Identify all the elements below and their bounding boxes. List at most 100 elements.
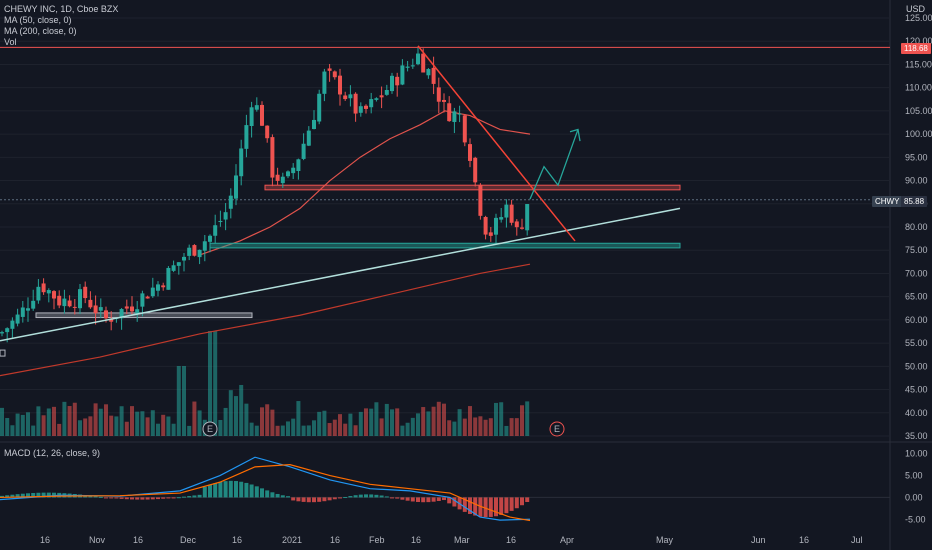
volume-bar xyxy=(525,401,530,436)
macd-histogram-bar xyxy=(473,497,478,516)
macd-histogram-bar xyxy=(364,494,368,498)
candle-body xyxy=(348,94,353,99)
candle-body xyxy=(260,104,264,126)
volume-bar xyxy=(286,421,290,436)
time-tick-label: May xyxy=(656,535,674,545)
time-tick-label: 16 xyxy=(799,535,809,545)
ma200-legend: MA (200, close, 0) xyxy=(4,26,77,36)
price-tick-label: 65.00 xyxy=(905,292,928,302)
volume-bar xyxy=(72,402,77,436)
macd-histogram-bar xyxy=(312,497,316,503)
earnings-marker xyxy=(202,421,218,437)
candle-body xyxy=(436,87,441,102)
volume-bar xyxy=(436,401,441,436)
volume-bar xyxy=(88,416,93,436)
candle-body xyxy=(379,95,384,98)
candle-body xyxy=(98,307,103,311)
macd-histogram-bar xyxy=(525,497,530,502)
volume-bar xyxy=(182,366,186,436)
volume-bar xyxy=(213,331,218,436)
candle-body xyxy=(249,107,254,127)
volume-bar xyxy=(364,408,368,436)
macd-histogram-bar xyxy=(410,497,415,502)
price-tick-label: 55.00 xyxy=(905,338,928,348)
macd-histogram-bar xyxy=(327,497,332,501)
macd-histogram-bar xyxy=(202,486,207,498)
volume-bar xyxy=(447,420,452,436)
candle-body xyxy=(509,204,514,223)
macd-histogram-bar xyxy=(348,496,353,498)
candle-body xyxy=(343,95,348,100)
volume-bar xyxy=(104,404,108,436)
candle-body xyxy=(254,105,259,110)
candle-body xyxy=(0,332,4,334)
currency-label: USD xyxy=(906,4,926,14)
time-tick-label: Jul xyxy=(851,535,863,545)
price-tick-label: 90.00 xyxy=(905,176,928,186)
macd-histogram-bar xyxy=(494,497,498,517)
macd-histogram-bar xyxy=(130,497,134,500)
candle-body xyxy=(410,65,415,67)
macd-histogram-bar xyxy=(114,497,119,499)
candle-body xyxy=(72,306,77,308)
candle-body xyxy=(421,53,426,73)
volume-bar xyxy=(280,425,285,436)
candle-body xyxy=(93,305,98,314)
macd-histogram-bar xyxy=(0,495,4,498)
downtrend-line xyxy=(417,45,576,242)
price-tick-label: 125.00 xyxy=(905,13,932,23)
volume-bar xyxy=(275,425,280,436)
candle-body xyxy=(171,265,176,271)
candle-body xyxy=(431,67,436,84)
volume-bar xyxy=(327,423,332,436)
volume-bar xyxy=(223,407,228,436)
macd-histogram-bar xyxy=(462,497,467,512)
ticker-tag: CHWY xyxy=(872,196,903,207)
volume-bar xyxy=(312,420,316,436)
volume-bar xyxy=(494,402,498,436)
candle-body xyxy=(26,308,30,311)
candle-body xyxy=(270,137,275,178)
candle-body xyxy=(119,309,124,319)
candle-body xyxy=(176,262,181,266)
ma200-line xyxy=(0,263,531,377)
macd-histogram-bar xyxy=(161,497,166,499)
candle-body xyxy=(452,111,457,123)
macd-histogram-bar xyxy=(317,497,322,502)
volume-bar xyxy=(98,408,103,436)
ma50-line xyxy=(199,110,531,256)
volume-bar xyxy=(187,425,192,436)
macd-histogram-bar xyxy=(140,497,145,500)
volume-bar xyxy=(228,390,233,436)
time-tick-label: Dec xyxy=(180,535,197,545)
volume-bar xyxy=(353,425,358,436)
macd-histogram-bar xyxy=(260,488,264,498)
candle-body xyxy=(265,125,270,139)
macd-histogram-bar xyxy=(390,497,394,499)
price-tick-label: 100.00 xyxy=(905,129,932,139)
macd-histogram-bar xyxy=(338,497,342,499)
volume-bar xyxy=(431,406,436,436)
candle-body xyxy=(145,296,150,299)
time-tick-label: Apr xyxy=(560,535,574,545)
volume-bar xyxy=(384,403,389,436)
projection-path xyxy=(529,129,579,200)
macd-histogram-bar xyxy=(442,497,446,501)
macd-histogram-bar xyxy=(421,497,426,503)
volume-bar xyxy=(171,423,176,436)
volume-bar xyxy=(358,411,363,436)
volume-bar xyxy=(390,409,394,436)
macd-histogram-bar xyxy=(379,495,384,498)
macd-histogram-bar xyxy=(171,497,176,499)
volume-bar xyxy=(483,419,488,436)
macd-tick-label: -5.00 xyxy=(905,514,926,524)
volume-bar xyxy=(322,410,327,436)
volume-bar xyxy=(176,366,181,436)
macd-histogram-bar xyxy=(213,483,218,498)
candle-body xyxy=(218,220,223,222)
candle-body xyxy=(462,115,467,143)
macd-histogram-bar xyxy=(244,482,249,498)
candle-body xyxy=(291,167,296,174)
candle-body xyxy=(426,69,431,76)
